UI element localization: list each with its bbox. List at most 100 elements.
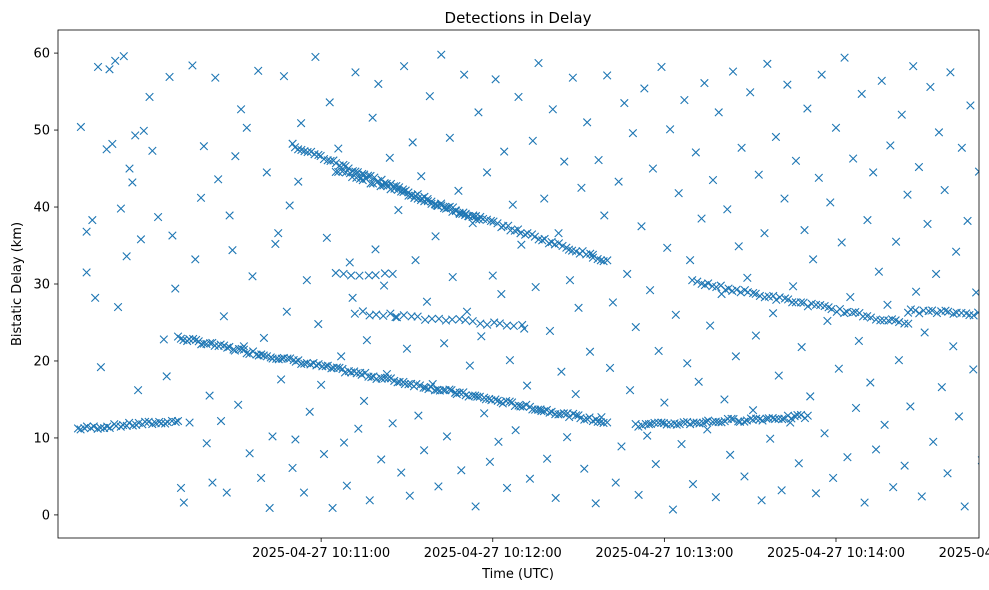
clutter-point bbox=[777, 486, 786, 495]
clutter-point bbox=[505, 356, 515, 365]
track-point bbox=[701, 417, 711, 426]
track-point bbox=[257, 350, 266, 359]
track-point bbox=[427, 314, 437, 324]
clutter-point bbox=[231, 152, 240, 161]
track-point bbox=[441, 202, 450, 212]
track-point bbox=[144, 417, 153, 426]
clutter-point bbox=[128, 178, 137, 187]
clutter-point bbox=[479, 409, 489, 418]
clutter-point bbox=[537, 406, 546, 416]
clutter-point bbox=[831, 123, 841, 132]
track-point bbox=[509, 321, 518, 331]
clutter-point bbox=[517, 240, 526, 249]
track-point bbox=[911, 306, 920, 315]
clutter-point bbox=[654, 346, 663, 356]
clutter-point bbox=[296, 118, 306, 128]
clutter-point bbox=[614, 177, 623, 186]
track-point bbox=[803, 411, 812, 420]
clutter-point bbox=[213, 175, 223, 184]
clutter-point bbox=[728, 67, 738, 76]
clutter-point bbox=[411, 255, 420, 265]
clutter-point bbox=[966, 101, 975, 110]
clutter-point bbox=[711, 493, 721, 502]
clutter-point bbox=[571, 389, 580, 399]
clutter-point bbox=[474, 108, 483, 117]
clutter-point bbox=[860, 498, 869, 507]
track-point bbox=[331, 268, 340, 278]
clutter-point bbox=[754, 170, 763, 179]
track-point bbox=[371, 310, 381, 319]
track-point bbox=[866, 313, 876, 322]
clutter-point bbox=[459, 70, 469, 79]
track-point bbox=[672, 420, 681, 429]
clutter-point bbox=[645, 285, 655, 295]
clutter-point bbox=[457, 466, 466, 475]
clutter-point bbox=[248, 272, 257, 281]
track-point bbox=[473, 392, 482, 401]
y-tick-label: 20 bbox=[33, 354, 50, 369]
clutter-point bbox=[891, 237, 901, 246]
clutter-point bbox=[288, 463, 297, 473]
clutter-point bbox=[705, 321, 715, 330]
track-point bbox=[185, 334, 194, 344]
clutter-point bbox=[485, 457, 495, 466]
clutter-point bbox=[368, 113, 377, 122]
clutter-point bbox=[319, 449, 329, 459]
clutter-point bbox=[105, 65, 114, 74]
clutter-point bbox=[125, 164, 134, 173]
clutter-point bbox=[108, 139, 117, 149]
clutter-point bbox=[451, 388, 460, 397]
clutter-point bbox=[909, 61, 918, 71]
track-point bbox=[703, 279, 713, 288]
track-point bbox=[770, 414, 780, 424]
track-point bbox=[366, 179, 375, 188]
clutter-point bbox=[877, 76, 886, 85]
clutter-point bbox=[960, 502, 969, 511]
y-tick-label: 40 bbox=[33, 201, 50, 216]
track-point bbox=[388, 269, 397, 279]
track-point bbox=[491, 395, 500, 404]
clutter-point bbox=[585, 347, 595, 356]
track-point bbox=[657, 418, 666, 427]
clutter-point bbox=[256, 473, 266, 483]
clutter-point bbox=[242, 123, 251, 132]
clutter-point bbox=[757, 496, 766, 505]
track-point bbox=[399, 311, 408, 320]
clutter-point bbox=[254, 66, 263, 75]
clutter-point bbox=[768, 309, 778, 318]
clutter-point bbox=[774, 371, 783, 380]
clutter-point bbox=[565, 275, 575, 285]
track-point bbox=[915, 309, 924, 318]
clutter-point bbox=[342, 481, 352, 490]
clutter-point bbox=[926, 82, 935, 92]
track-point bbox=[736, 288, 745, 297]
track-point bbox=[688, 276, 697, 285]
clutter-point bbox=[880, 420, 889, 430]
clutter-point bbox=[954, 412, 964, 421]
clutter-point bbox=[691, 148, 701, 157]
track-point bbox=[300, 146, 309, 156]
clutter-point bbox=[548, 105, 558, 114]
track-point bbox=[644, 420, 654, 429]
clutter-point bbox=[468, 219, 477, 228]
x-tick-label: 2025-04-27 10:12:00 bbox=[424, 546, 562, 561]
track-point bbox=[176, 334, 186, 343]
track-point bbox=[160, 419, 170, 428]
clutter-point bbox=[605, 363, 615, 373]
clutter-point bbox=[382, 369, 392, 379]
clutter-point bbox=[113, 302, 123, 312]
track-point bbox=[396, 187, 406, 196]
track-point bbox=[420, 315, 430, 324]
track-point bbox=[358, 307, 368, 316]
x-tick-label: 2025-04-27 10:13:00 bbox=[595, 546, 733, 561]
track-point bbox=[459, 208, 468, 217]
clutter-point bbox=[620, 98, 629, 108]
track-point bbox=[769, 291, 778, 301]
track-point bbox=[447, 315, 457, 324]
track-point bbox=[89, 422, 98, 431]
clutter-point bbox=[743, 273, 752, 283]
clutter-point bbox=[311, 52, 320, 62]
track-point bbox=[932, 308, 942, 318]
track-point bbox=[451, 206, 460, 215]
clutter-point bbox=[199, 142, 209, 151]
